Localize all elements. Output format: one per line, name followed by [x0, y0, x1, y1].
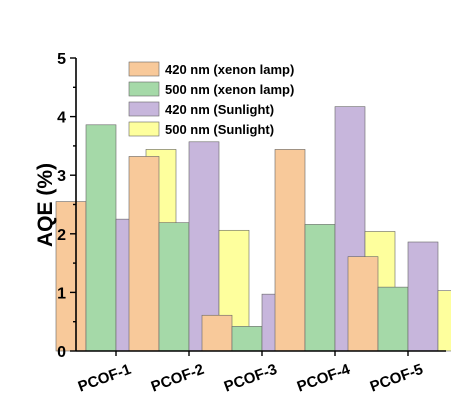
- y-tick-label: 5: [57, 51, 66, 68]
- bars-group: [55, 106, 451, 352]
- bar-pcof-5-series-3: [407, 241, 439, 352]
- legend-swatch: [128, 61, 160, 77]
- legend-label: 500 nm (xenon lamp): [165, 82, 294, 97]
- x-labels-group: PCOF-1 PCOF-2 PCOF-3 PCOF-4 PCOF-5: [76, 351, 426, 396]
- x-tick-label: PCOF-2: [149, 361, 207, 396]
- legend-swatch: [128, 121, 160, 137]
- bar-pcof-2-series-2: [158, 222, 190, 352]
- x-tick-label: PCOF-1: [76, 361, 134, 396]
- legend-label: 500 nm (Sunlight): [165, 122, 274, 137]
- x-tick-label: PCOF-3: [222, 361, 280, 396]
- bar-pcof-2-series-1: [128, 156, 160, 352]
- bar-pcof-1-series-2: [85, 124, 117, 352]
- y-tick-label: 1: [57, 285, 66, 302]
- bar-pcof-3-series-2: [231, 326, 263, 352]
- x-tick-label: PCOF-5: [368, 361, 426, 396]
- y-tick-label: 2: [57, 227, 66, 244]
- y-tick-label: 3: [57, 168, 66, 185]
- bar-pcof-3-series-1: [201, 314, 233, 352]
- y-tick-label: 0: [57, 344, 66, 361]
- legend: 420 nm (xenon lamp) 500 nm (xenon lamp) 42…: [128, 61, 294, 137]
- bar-pcof-5-series-4: [437, 290, 451, 352]
- y-ticks-group: 0 1 2 3 4 5: [57, 51, 76, 361]
- legend-swatch: [128, 81, 160, 97]
- legend-label: 420 nm (xenon lamp): [165, 62, 294, 77]
- bar-pcof-5-series-1: [347, 256, 379, 352]
- bar-pcof-4-series-2: [304, 224, 336, 352]
- legend-label: 420 nm (Sunlight): [165, 102, 274, 117]
- x-tick-label: PCOF-4: [295, 361, 353, 396]
- bar-pcof-1-series-1: [55, 201, 87, 352]
- bar-pcof-4-series-1: [274, 149, 306, 352]
- bar-pcof-5-series-2: [377, 286, 409, 352]
- legend-swatch: [128, 101, 160, 117]
- y-tick-label: 4: [57, 110, 66, 127]
- y-axis-title: AQE (%): [34, 163, 57, 247]
